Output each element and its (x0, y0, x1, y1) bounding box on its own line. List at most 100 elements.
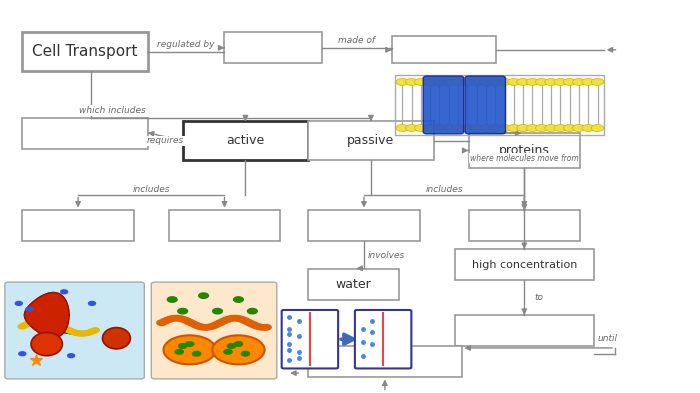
Circle shape (27, 320, 36, 324)
FancyBboxPatch shape (22, 118, 148, 149)
Circle shape (69, 329, 77, 334)
Circle shape (35, 318, 43, 322)
Circle shape (480, 125, 492, 132)
Circle shape (592, 79, 604, 85)
Text: includes: includes (426, 185, 463, 194)
Circle shape (61, 326, 69, 331)
Circle shape (91, 328, 99, 332)
Circle shape (489, 79, 501, 85)
Circle shape (526, 125, 539, 132)
Circle shape (216, 320, 225, 325)
Circle shape (452, 79, 464, 85)
Circle shape (461, 125, 474, 132)
Circle shape (396, 125, 409, 132)
Circle shape (442, 79, 455, 85)
Circle shape (442, 125, 455, 132)
Circle shape (68, 354, 75, 358)
FancyBboxPatch shape (225, 32, 322, 63)
Circle shape (545, 125, 557, 132)
Circle shape (172, 316, 182, 321)
Circle shape (46, 319, 55, 323)
Circle shape (88, 301, 95, 305)
Circle shape (85, 330, 94, 335)
Circle shape (582, 79, 594, 85)
Circle shape (228, 316, 237, 321)
Circle shape (188, 321, 197, 326)
Circle shape (470, 125, 483, 132)
Text: which includes: which includes (79, 106, 146, 115)
Circle shape (71, 330, 79, 335)
Circle shape (256, 324, 265, 330)
FancyBboxPatch shape (281, 310, 338, 369)
Circle shape (592, 125, 604, 132)
Circle shape (405, 125, 418, 132)
Circle shape (169, 316, 179, 321)
Text: proteins: proteins (499, 144, 550, 157)
Circle shape (508, 79, 520, 85)
FancyBboxPatch shape (465, 76, 505, 134)
Circle shape (60, 325, 68, 330)
Ellipse shape (31, 332, 62, 356)
Circle shape (76, 331, 85, 336)
Circle shape (175, 349, 183, 354)
Circle shape (44, 318, 52, 323)
Circle shape (38, 318, 47, 322)
Circle shape (33, 318, 41, 323)
Circle shape (249, 322, 259, 328)
Circle shape (22, 322, 30, 327)
Text: active: active (226, 134, 265, 147)
Text: made of: made of (339, 37, 375, 45)
Circle shape (166, 316, 176, 321)
Text: Cell Transport: Cell Transport (32, 44, 138, 59)
Circle shape (234, 342, 243, 346)
Text: where molecules move from: where molecules move from (470, 154, 579, 163)
Circle shape (526, 79, 539, 85)
FancyBboxPatch shape (308, 346, 461, 377)
Circle shape (212, 321, 222, 327)
Circle shape (564, 125, 576, 132)
Circle shape (50, 320, 58, 325)
Circle shape (178, 343, 187, 348)
Circle shape (582, 125, 594, 132)
Circle shape (573, 79, 585, 85)
FancyBboxPatch shape (183, 121, 308, 160)
Circle shape (190, 322, 200, 328)
Ellipse shape (164, 335, 216, 364)
Circle shape (213, 309, 223, 314)
Circle shape (243, 319, 253, 325)
Text: water: water (335, 277, 372, 290)
Circle shape (218, 318, 228, 324)
Text: involves: involves (368, 250, 405, 259)
Ellipse shape (212, 335, 265, 364)
Circle shape (74, 331, 83, 336)
Circle shape (545, 79, 557, 85)
Circle shape (554, 79, 566, 85)
Circle shape (194, 323, 204, 329)
Circle shape (396, 79, 409, 85)
Circle shape (452, 125, 464, 132)
FancyBboxPatch shape (454, 315, 594, 346)
Circle shape (193, 351, 201, 356)
Circle shape (424, 79, 437, 85)
Circle shape (89, 329, 97, 333)
Circle shape (536, 79, 548, 85)
FancyBboxPatch shape (424, 76, 463, 134)
Circle shape (240, 318, 250, 323)
Circle shape (197, 324, 206, 330)
Circle shape (66, 329, 75, 333)
Circle shape (65, 328, 74, 332)
Circle shape (433, 79, 446, 85)
Circle shape (19, 352, 26, 356)
Circle shape (175, 316, 185, 321)
FancyBboxPatch shape (392, 36, 496, 63)
Circle shape (414, 79, 427, 85)
Circle shape (32, 318, 40, 323)
FancyBboxPatch shape (355, 310, 412, 369)
Circle shape (55, 323, 64, 328)
Circle shape (24, 321, 32, 326)
Circle shape (414, 125, 427, 132)
Circle shape (225, 316, 235, 321)
Circle shape (29, 319, 38, 323)
Circle shape (564, 79, 576, 85)
Text: regulated by: regulated by (158, 40, 215, 49)
